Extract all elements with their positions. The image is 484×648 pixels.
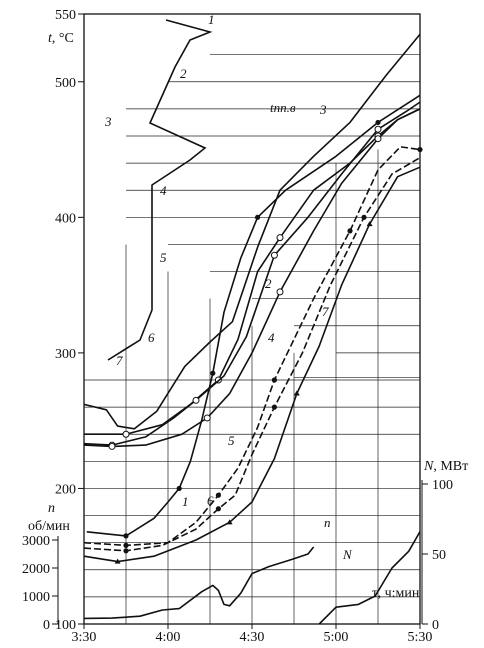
- power-tick-label: 50: [432, 548, 446, 563]
- speed-tick-label: 3000: [22, 534, 50, 549]
- series-5-point: [271, 377, 277, 383]
- temperature-tick-label: 400: [55, 211, 76, 226]
- series-2-label: 2: [265, 276, 272, 291]
- temperature-tick-label: 200: [55, 482, 76, 497]
- series-n-label: n: [324, 515, 331, 530]
- series-6-point: [361, 214, 367, 220]
- time-tick-label: 5:30: [408, 630, 433, 645]
- series-1-point: [176, 485, 182, 492]
- series-1-point: [123, 533, 129, 539]
- series-1-point: [255, 214, 261, 220]
- series-7-point: [226, 519, 233, 525]
- series-N-line: [318, 531, 421, 625]
- series-tppv-label: tпп.в: [270, 100, 296, 115]
- speed-tick-label: 1000: [22, 590, 50, 605]
- temperature-tick-label: 100: [55, 618, 76, 633]
- series-5-line: [83, 146, 421, 547]
- tick-labels: 10020030040050055001000200030000501003:3…: [22, 8, 453, 645]
- series-4-label: 4: [268, 330, 275, 345]
- series-5-point: [123, 542, 129, 548]
- series-6-label: 6: [207, 493, 214, 508]
- series-labels: 1 2 3 4 5 6 7 1 2 3 4 5 6 7 tпп.в n N: [104, 12, 353, 562]
- power-tick-label: 100: [432, 478, 453, 493]
- speed-tick-label: 0: [43, 618, 50, 633]
- series-5-point: [417, 146, 423, 153]
- time-tick-label: 3:30: [72, 630, 97, 645]
- series-1-point: [375, 119, 381, 126]
- series-2-point: [276, 234, 284, 242]
- series-7-label: 7: [322, 304, 329, 319]
- time-tick-label: 4:30: [240, 630, 265, 645]
- speed-tick-label: 2000: [22, 562, 50, 577]
- series-n-line: [83, 546, 315, 620]
- inset-label-5: 5: [160, 250, 167, 265]
- power-axis-label: N, МВт: [423, 459, 468, 474]
- time-axis-label: τ, ч:мин: [372, 586, 420, 601]
- inset-line: [107, 19, 213, 361]
- series-4-point: [276, 288, 284, 296]
- series-6-point: [271, 404, 277, 410]
- inset-label-1: 1: [208, 12, 215, 27]
- series-tпп.в-line: [83, 33, 421, 430]
- series-3-point: [270, 251, 278, 259]
- inset-label-3: 3: [104, 114, 112, 129]
- axes: [52, 13, 428, 629]
- series-4-point: [374, 135, 382, 143]
- series-7-point: [114, 558, 121, 564]
- series-7-point: [293, 390, 300, 396]
- time-tick-label: 4:00: [156, 630, 181, 645]
- grid: [84, 54, 420, 624]
- speed-axis-unit: об/мин: [28, 519, 70, 534]
- inset-label-6: 6: [148, 330, 155, 345]
- power-tick-label: 0: [432, 618, 439, 633]
- series-2-point: [122, 430, 130, 438]
- temperature-tick-label: 550: [55, 8, 76, 23]
- series-6-point: [215, 506, 221, 512]
- inset-label-7: 7: [116, 353, 123, 368]
- series-3-point: [192, 396, 200, 404]
- temperature-axis-label: t, °C: [48, 31, 74, 46]
- series-1-point: [210, 370, 216, 376]
- series-1-label: 1: [182, 494, 189, 509]
- series-5-point: [347, 228, 353, 234]
- series-N-label: N: [342, 547, 353, 562]
- time-tick-label: 5:00: [324, 630, 349, 645]
- series-5-label: 5: [228, 433, 235, 448]
- series-5-point: [215, 492, 221, 498]
- inset-label-2: 2: [180, 66, 187, 81]
- series-4-point: [108, 442, 116, 450]
- series-lines: [83, 19, 423, 625]
- temperature-tick-label: 500: [55, 76, 76, 91]
- series-4-point: [203, 414, 211, 422]
- temperature-tick-label: 300: [55, 347, 76, 362]
- series-3-label: 3: [319, 102, 327, 117]
- series-3-point: [374, 125, 382, 133]
- series-7-point: [366, 221, 373, 227]
- speed-axis-symbol: n: [48, 501, 55, 516]
- series-6-point: [123, 548, 129, 554]
- inset-label-4: 4: [160, 183, 167, 198]
